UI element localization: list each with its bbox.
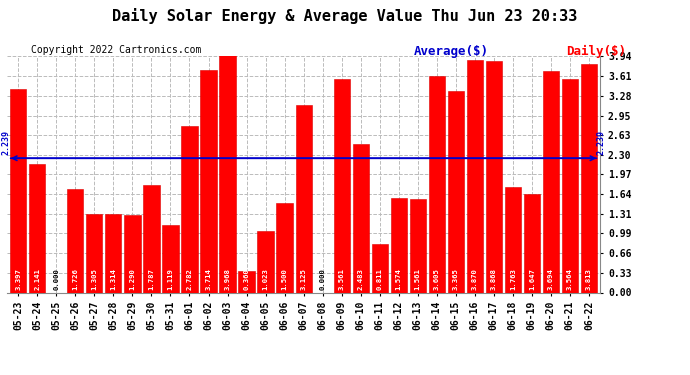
Bar [466,60,483,292]
Text: 1.763: 1.763 [510,268,516,290]
Bar [333,79,350,292]
Bar [277,202,293,292]
Text: 0.000: 0.000 [53,268,59,290]
Bar [295,105,312,292]
Bar [124,215,141,292]
Bar [562,79,578,292]
Bar [144,185,159,292]
Text: 2.782: 2.782 [186,268,193,290]
Text: 1.726: 1.726 [72,268,79,290]
Bar [86,214,103,292]
Text: Average($): Average($) [414,45,489,58]
Text: 3.365: 3.365 [453,268,459,290]
Text: 2.239: 2.239 [1,130,10,155]
Text: 3.714: 3.714 [206,268,212,290]
Bar [372,244,388,292]
Text: 1.023: 1.023 [263,268,268,290]
Text: 1.305: 1.305 [91,268,97,290]
Bar [200,70,217,292]
Bar [581,64,597,292]
Bar [10,89,26,292]
Text: 3.125: 3.125 [301,268,306,290]
Text: 0.000: 0.000 [319,268,326,290]
Bar [486,61,502,292]
Bar [524,194,540,292]
Text: 2.141: 2.141 [34,268,40,290]
Bar [504,187,521,292]
Bar [68,189,83,292]
Text: 3.564: 3.564 [567,268,573,290]
Text: Daily($): Daily($) [566,45,626,58]
Bar [410,199,426,292]
Text: 1.290: 1.290 [130,268,135,290]
Bar [106,214,121,292]
Text: 3.813: 3.813 [586,268,592,290]
Bar [428,76,445,292]
Text: 3.968: 3.968 [224,268,230,290]
Bar [257,231,274,292]
Text: Daily Solar Energy & Average Value Thu Jun 23 20:33: Daily Solar Energy & Average Value Thu J… [112,8,578,24]
Bar [162,225,179,292]
Bar [543,71,559,292]
Text: 3.561: 3.561 [339,268,344,290]
Bar [448,91,464,292]
Text: 1.787: 1.787 [148,268,155,290]
Bar [353,144,368,292]
Text: 1.647: 1.647 [529,268,535,290]
Text: Copyright 2022 Cartronics.com: Copyright 2022 Cartronics.com [31,45,201,55]
Text: 1.561: 1.561 [415,268,421,290]
Text: 1.119: 1.119 [168,268,173,290]
Text: 1.500: 1.500 [282,268,288,290]
Text: 1.314: 1.314 [110,268,117,290]
Text: 3.397: 3.397 [15,268,21,290]
Text: 2.239: 2.239 [597,130,606,155]
Text: 3.870: 3.870 [472,268,477,290]
Text: 3.694: 3.694 [548,268,554,290]
Text: 0.360: 0.360 [244,268,250,290]
Text: 2.483: 2.483 [357,268,364,290]
Text: 0.811: 0.811 [377,268,383,290]
Text: 3.868: 3.868 [491,268,497,290]
Bar [219,55,235,292]
Text: 1.574: 1.574 [395,268,402,290]
Bar [181,126,197,292]
Text: 3.605: 3.605 [434,268,440,290]
Bar [29,164,46,292]
Bar [239,271,255,292]
Bar [391,198,407,292]
